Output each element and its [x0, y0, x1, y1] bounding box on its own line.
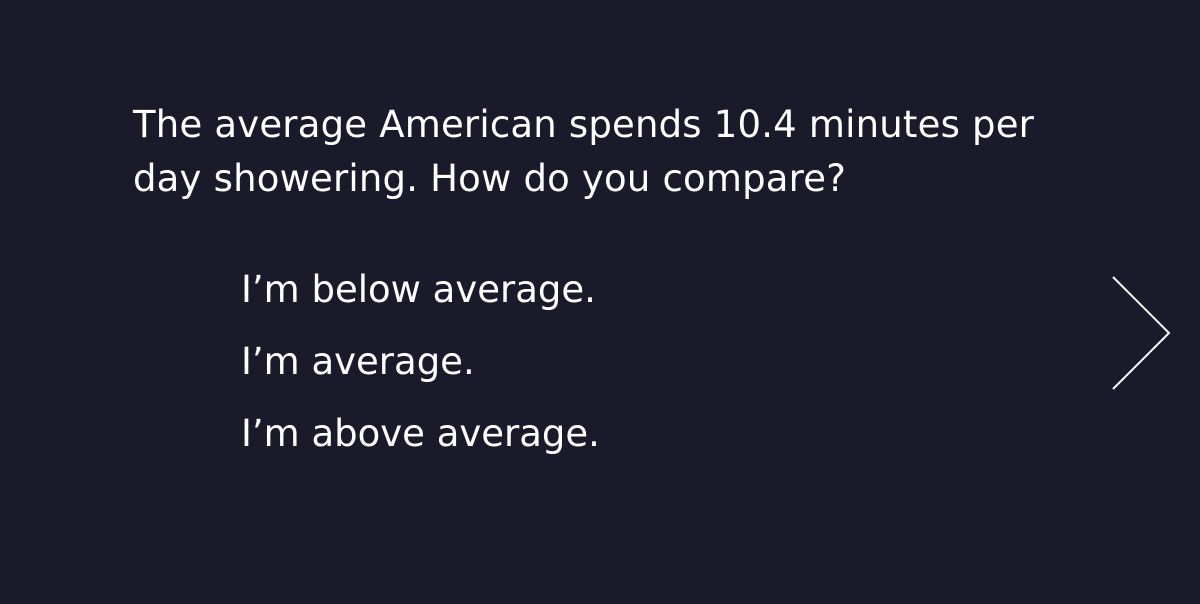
- option-above-average[interactable]: I’m above average.: [241, 412, 600, 455]
- chevron-right-icon: [1112, 276, 1171, 390]
- option-below-average[interactable]: I’m below average.: [241, 268, 596, 311]
- question-text: The average American spends 10.4 minutes…: [133, 103, 1035, 200]
- answer-options: I’m below average. I’m average. I’m abov…: [241, 254, 600, 470]
- next-button[interactable]: [1104, 272, 1174, 394]
- option-average[interactable]: I’m average.: [241, 340, 475, 383]
